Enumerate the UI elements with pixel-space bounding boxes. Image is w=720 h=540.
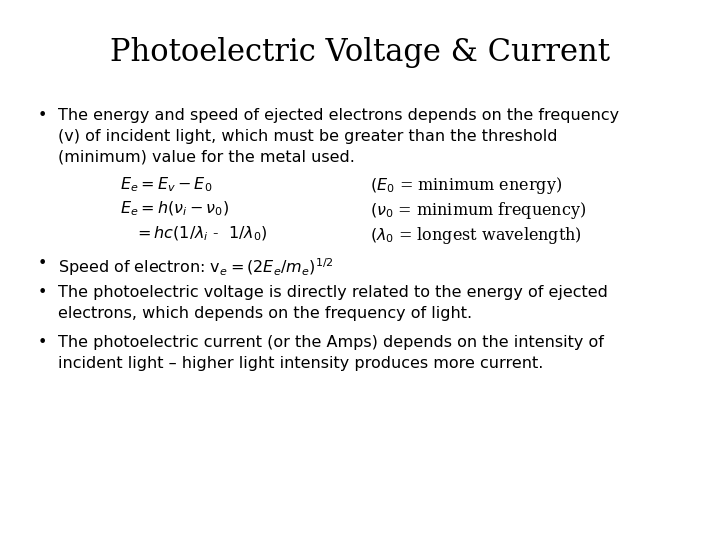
Text: •: •: [37, 108, 47, 123]
Text: $E_e = h(\nu_i - \nu_0)$: $E_e = h(\nu_i - \nu_0)$: [120, 200, 229, 218]
Text: $(\lambda_0$ = longest wavelength): $(\lambda_0$ = longest wavelength): [370, 225, 582, 246]
Text: (v) of incident light, which must be greater than the threshold: (v) of incident light, which must be gre…: [58, 129, 557, 144]
Text: incident light – higher light intensity produces more current.: incident light – higher light intensity …: [58, 356, 544, 371]
Text: $= hc(1/\lambda_i$ -  $1/\lambda_0)$: $= hc(1/\lambda_i$ - $1/\lambda_0)$: [134, 225, 268, 244]
Text: Photoelectric Voltage & Current: Photoelectric Voltage & Current: [110, 37, 610, 68]
Text: Speed of electron: $\mathregular{v}_e = (2E_e/m_e)^{1/2}$: Speed of electron: $\mathregular{v}_e = …: [58, 256, 333, 278]
Text: •: •: [37, 256, 47, 271]
Text: The photoelectric voltage is directly related to the energy of ejected: The photoelectric voltage is directly re…: [58, 285, 608, 300]
Text: •: •: [37, 285, 47, 300]
Text: (minimum) value for the metal used.: (minimum) value for the metal used.: [58, 150, 355, 165]
Text: The photoelectric current (or the Amps) depends on the intensity of: The photoelectric current (or the Amps) …: [58, 335, 604, 350]
Text: $E_e = E_v - E_0$: $E_e = E_v - E_0$: [120, 175, 212, 194]
Text: $(E_0$ = minimum energy): $(E_0$ = minimum energy): [370, 175, 562, 196]
Text: electrons, which depends on the frequency of light.: electrons, which depends on the frequenc…: [58, 306, 472, 321]
Text: $(\nu_0$ = minimum frequency): $(\nu_0$ = minimum frequency): [370, 200, 586, 221]
Text: •: •: [37, 335, 47, 350]
Text: The energy and speed of ejected electrons depends on the frequency: The energy and speed of ejected electron…: [58, 108, 619, 123]
